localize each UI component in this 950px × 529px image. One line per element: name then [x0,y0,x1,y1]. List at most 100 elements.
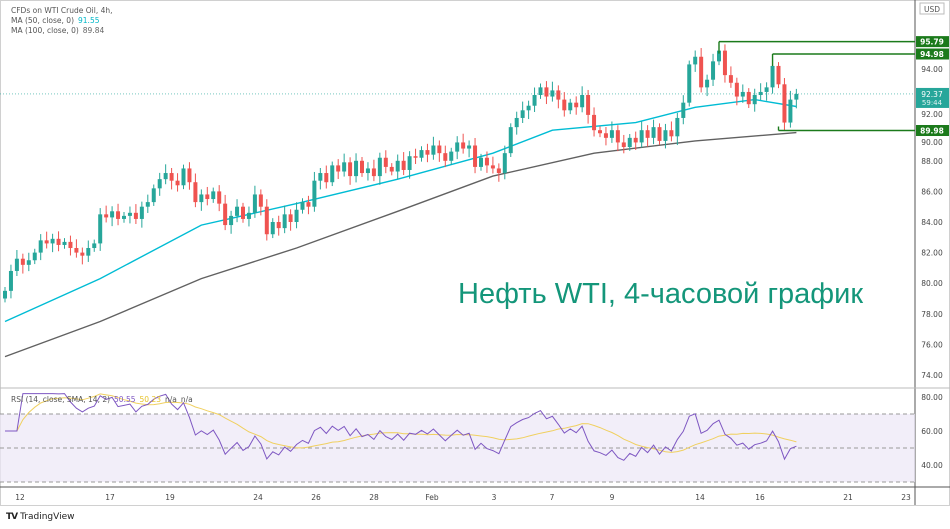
candle[interactable] [556,85,561,109]
candle[interactable] [609,121,614,143]
candle[interactable] [746,88,751,109]
candle[interactable] [461,133,466,154]
candle[interactable] [217,185,222,212]
candle[interactable] [157,172,162,196]
candle[interactable] [318,167,323,190]
candle[interactable] [711,53,716,86]
candle[interactable] [407,151,412,179]
candle[interactable] [675,112,680,146]
candle[interactable] [139,201,144,228]
candle[interactable] [104,205,109,223]
candle[interactable] [603,126,608,146]
candle[interactable] [449,147,454,165]
candle[interactable] [479,153,483,171]
candle[interactable] [20,253,25,274]
candle[interactable] [532,87,537,112]
candle[interactable] [360,156,364,177]
candle[interactable] [199,189,204,211]
currency-badge[interactable]: USD [919,2,945,15]
candle[interactable] [413,148,418,165]
candle[interactable] [389,163,394,176]
candle[interactable] [621,134,626,154]
candle[interactable] [496,163,501,182]
candle[interactable] [270,218,275,239]
ma50-line[interactable] [4,98,797,323]
candle[interactable] [740,84,745,103]
candle[interactable] [538,83,543,99]
candle[interactable] [300,198,305,214]
candle[interactable] [401,152,406,176]
candle[interactable] [3,287,7,303]
candle[interactable] [508,123,513,157]
candle[interactable] [26,252,31,272]
candle[interactable] [342,153,347,177]
candle[interactable] [580,86,585,113]
candle[interactable] [615,125,620,152]
candle[interactable] [44,231,49,249]
candle[interactable] [764,82,769,101]
candle[interactable] [74,239,79,258]
candle[interactable] [490,156,495,174]
candle[interactable] [776,62,781,89]
candle[interactable] [169,167,174,190]
candle[interactable] [336,159,341,180]
candle[interactable] [586,89,591,124]
candle[interactable] [383,150,388,174]
candle[interactable] [598,126,602,138]
candle[interactable] [562,92,567,117]
candle[interactable] [592,107,597,137]
candle[interactable] [728,66,733,88]
candle[interactable] [229,210,234,234]
candle[interactable] [663,123,668,149]
ma100-line[interactable] [4,131,797,358]
rsi-ma-line[interactable] [5,393,797,453]
candle[interactable] [92,239,97,252]
candle[interactable] [687,60,692,107]
candle[interactable] [693,50,698,72]
candle[interactable] [38,234,43,261]
candle[interactable] [80,247,85,265]
candle[interactable] [473,138,478,174]
candle[interactable] [193,173,198,208]
candle[interactable] [782,78,787,131]
candle[interactable] [187,162,192,190]
candle[interactable] [68,235,73,256]
candle[interactable] [657,123,662,145]
candle[interactable] [110,206,115,227]
candle[interactable] [365,162,370,181]
candle[interactable] [205,186,210,206]
candle[interactable] [722,44,727,83]
candle[interactable] [645,125,650,147]
candle[interactable] [443,145,448,168]
candle[interactable] [294,202,299,229]
candle[interactable] [752,88,757,112]
candle[interactable] [235,199,240,223]
candle[interactable] [419,146,424,162]
candle[interactable] [223,194,228,231]
candle[interactable] [544,81,549,105]
candle[interactable] [98,208,103,251]
candle[interactable] [116,203,121,226]
candle[interactable] [502,145,507,180]
candle[interactable] [431,136,436,160]
candle[interactable] [330,161,335,187]
candle[interactable] [669,121,674,142]
candle[interactable] [627,134,632,151]
candle[interactable] [56,231,61,252]
candle[interactable] [211,187,216,203]
candle[interactable] [246,206,251,227]
candle[interactable] [288,209,293,231]
candle[interactable] [526,100,531,120]
candle[interactable] [282,205,287,234]
candle[interactable] [312,171,317,212]
candle[interactable] [794,88,799,109]
candle[interactable] [306,195,311,215]
candle[interactable] [371,159,376,182]
candle[interactable] [633,131,638,150]
candle[interactable] [86,240,91,262]
candle[interactable] [758,83,763,101]
candle[interactable] [568,98,573,115]
candle[interactable] [514,111,519,135]
candle[interactable] [62,238,67,249]
candle[interactable] [348,157,353,185]
